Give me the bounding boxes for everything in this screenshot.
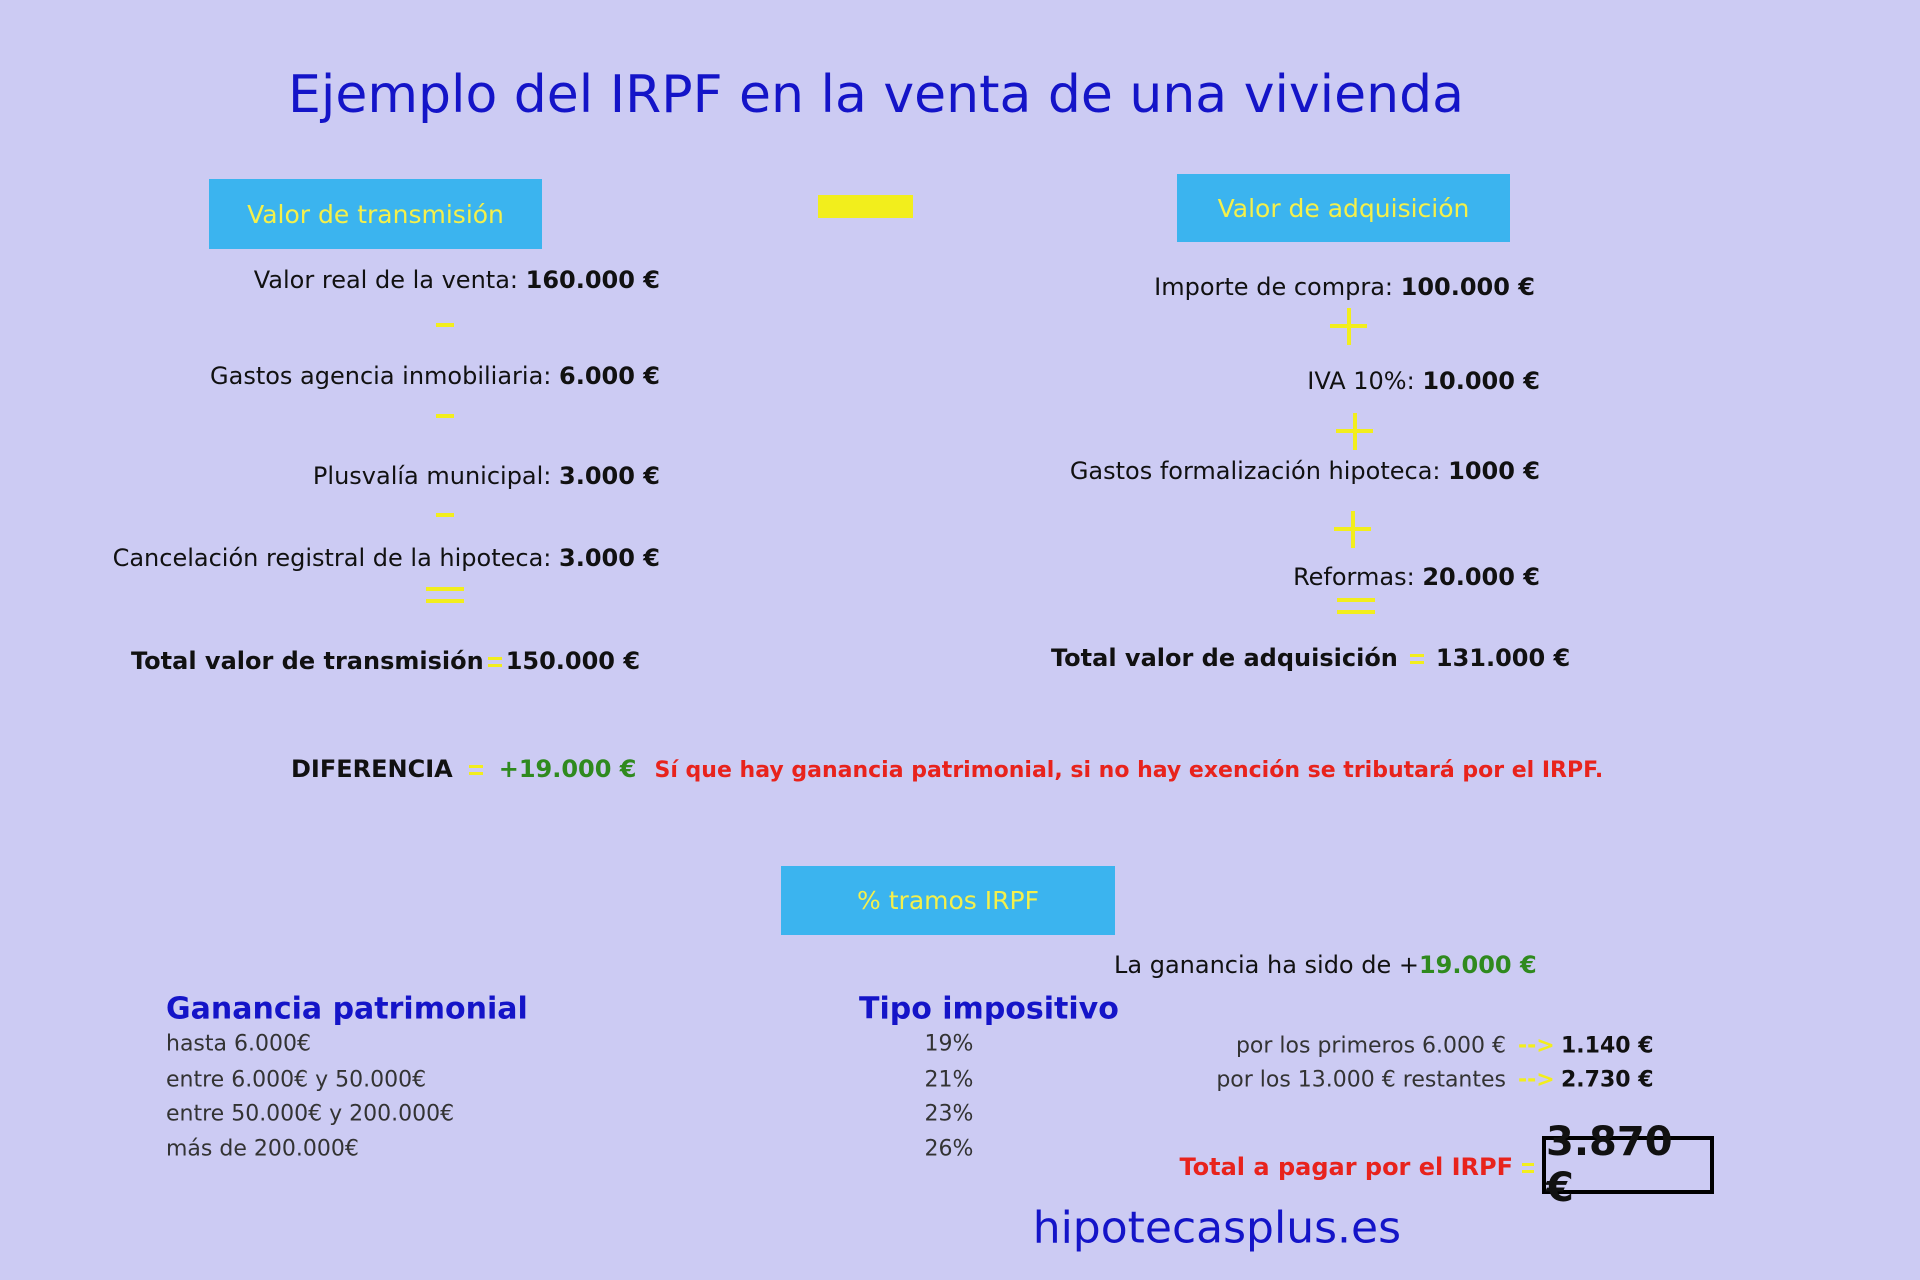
item-label: Reformas: [1293, 563, 1415, 591]
gain-column-header: Ganancia patrimonial [166, 991, 528, 1027]
item-value: 20.000 € [1422, 563, 1540, 591]
transmission-header: Valor de transmisión [209, 179, 542, 249]
item-value: 100.000 € [1400, 273, 1535, 301]
gain-text: La ganancia ha sido de + [1114, 951, 1419, 979]
equals-sign [487, 657, 502, 667]
item: Valor real de la venta: 160.000 € [254, 266, 660, 294]
line-value: 1.140 € [1561, 1033, 1654, 1059]
item: Gastos agencia inmobiliaria: 6.000 € [210, 362, 660, 390]
item-label: Valor real de la venta: [253, 266, 518, 294]
equals-sign [1337, 598, 1375, 602]
difference-value: +19.000 € [498, 755, 637, 783]
plus-sign [1351, 511, 1355, 548]
equals-sign [426, 587, 464, 591]
item-label: Plusvalía municipal: [312, 462, 552, 490]
total-label: Total valor de adquisición [1051, 644, 1398, 672]
item: Plusvalía municipal: 3.000 € [313, 462, 660, 490]
difference-label: DIFERENCIA [291, 755, 453, 783]
total-value: 131.000 € [1435, 644, 1571, 672]
item-value: 10.000 € [1422, 367, 1540, 395]
item: Gastos formalización hipoteca: 1000 € [1070, 457, 1540, 485]
item: Cancelación registral de la hipoteca: 3.… [113, 544, 660, 572]
title: Ejemplo del IRPF en la venta de una vivi… [288, 65, 1464, 125]
total-tax-value: 3.870 € [1542, 1119, 1714, 1211]
rate-column-header: Tipo impositivo [859, 991, 1119, 1027]
total: Total valor de transmisión 150.000 € [131, 647, 640, 675]
footer-site: hipotecasplus.es [1032, 1202, 1401, 1254]
bracket-rate: 19% [924, 1031, 974, 1057]
total-value: 150.000 € [505, 647, 641, 675]
item-label: IVA 10%: [1307, 367, 1415, 395]
minus-sign [436, 414, 454, 418]
item-label: Gastos agencia inmobiliaria: [210, 362, 552, 390]
gain-value: 19.000 € [1418, 951, 1537, 979]
line-arrow: --> [1518, 1067, 1555, 1093]
total: Total valor de adquisición 131.000 € [1051, 644, 1570, 672]
difference: DIFERENCIA +19.000 € Sí que hay ganancia p… [291, 755, 1603, 783]
bracket-range: hasta 6.000€ [166, 1031, 311, 1057]
item-value: 3.000 € [559, 544, 660, 572]
equals-sign [1522, 1170, 1534, 1173]
difference-note: Sí que hay ganancia patrimonial, si no h… [654, 758, 1604, 783]
item-value: 160.000 € [525, 266, 660, 294]
item-label: Importe de compra: [1154, 273, 1393, 301]
item-label: Cancelación registral de la hipoteca: [112, 544, 552, 572]
minus-sign [436, 513, 454, 517]
bracket-range: más de 200.000€ [166, 1136, 359, 1162]
bracket-rate: 21% [924, 1067, 974, 1093]
item: Reformas: 20.000 € [1293, 563, 1540, 591]
item-value: 6.000 € [559, 362, 660, 390]
plus-sign [1347, 308, 1351, 345]
brackets-header: % tramos IRPF [781, 866, 1115, 935]
bracket-rate: 23% [924, 1101, 974, 1127]
item: Importe de compra: 100.000 € [1154, 273, 1535, 301]
equals-sign [1337, 610, 1375, 614]
equals-sign [1522, 1163, 1534, 1166]
equals-sign [1409, 654, 1424, 664]
gain-summary: La ganancia ha sido de +19.000 € [1114, 951, 1537, 979]
equals-sign [426, 599, 464, 603]
total-tax-label: Total a pagar por el IRPF [1179, 1153, 1513, 1181]
item-value: 3.000 € [559, 462, 660, 490]
line-arrow: --> [1518, 1033, 1555, 1059]
bracket-rate: 26% [924, 1136, 974, 1162]
plus-sign [1353, 413, 1357, 450]
bracket-range: entre 50.000€ y 200.000€ [166, 1101, 455, 1127]
item-label: Gastos formalización hipoteca: [1069, 457, 1441, 485]
minus-sign [436, 323, 454, 327]
item: IVA 10%: 10.000 € [1307, 367, 1540, 395]
acquisition-header: Valor de adquisición [1177, 174, 1510, 242]
line-label: por los 13.000 € restantes [1216, 1067, 1506, 1093]
total-label: Total valor de transmisión [131, 647, 484, 675]
minus-sign-big [818, 195, 913, 218]
item-value: 1000 € [1448, 457, 1540, 485]
line-value: 2.730 € [1561, 1067, 1654, 1093]
bracket-range: entre 6.000€ y 50.000€ [166, 1067, 427, 1093]
equals-sign [468, 765, 483, 775]
line-label: por los primeros 6.000 € [1235, 1033, 1506, 1059]
